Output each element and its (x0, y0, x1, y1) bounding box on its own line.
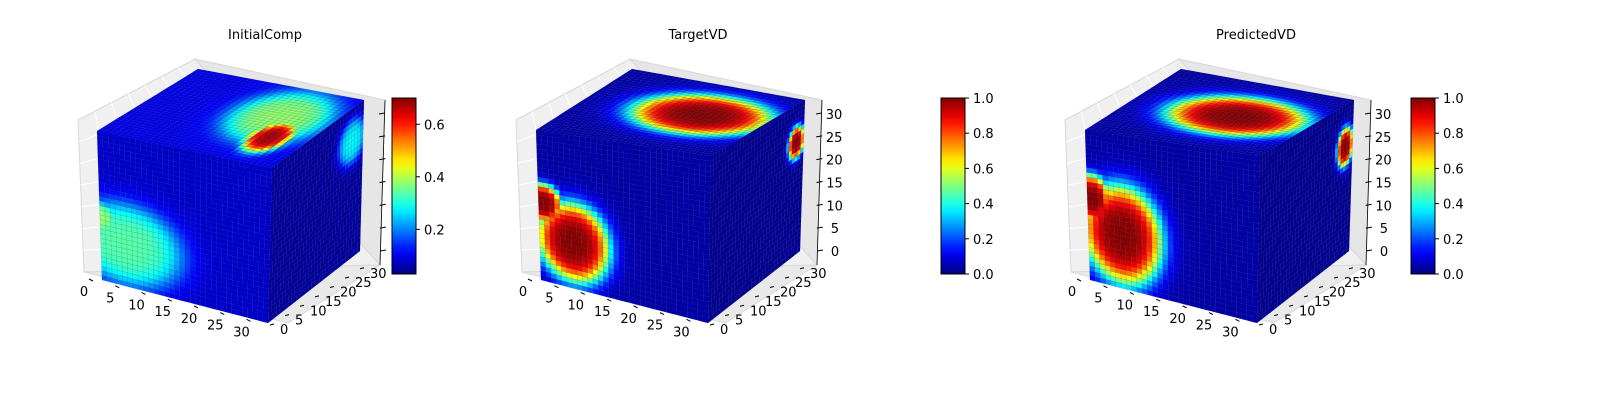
panel-title-initialcomp: InitialComp (228, 28, 302, 43)
y-tick-label: 20 (780, 286, 797, 301)
colorbar-gradient-predictedvd (1410, 97, 1436, 275)
z-tick-label: 25 (826, 131, 843, 146)
colorbar-tick-label: 0.8 (1443, 127, 1464, 142)
z-tick-label: 0 (1380, 245, 1388, 260)
colorbar-predictedvd: 0.0 0.2 0.4 0.6 0.8 1.0 (1410, 92, 1464, 283)
colorbar-tick-label: 1.0 (1443, 92, 1464, 107)
panel-title-predictedvd: PredictedVD (1216, 28, 1296, 43)
x-tick-label: 0 (80, 285, 88, 300)
colorbar-tick-label: 0.6 (973, 162, 994, 177)
x-tick-label: 25 (207, 319, 224, 334)
z-tick-label: 10 (1375, 199, 1392, 214)
x-tick-label: 30 (673, 325, 690, 340)
y-tick-label: 15 (765, 295, 782, 310)
colorbar-tick-label: 0.4 (973, 198, 994, 213)
colorbar-tick-label: 0.4 (1443, 198, 1464, 213)
y-tick-label: 20 (340, 286, 357, 301)
x-tick-label: 30 (1222, 325, 1239, 340)
colorbar-tick-label: 0.0 (973, 268, 994, 283)
y-tick-label: 25 (1344, 276, 1361, 291)
x-tick-label: 15 (594, 305, 611, 320)
x-tick-label: 20 (181, 312, 198, 327)
front-face (535, 129, 712, 324)
y-tick-label: 15 (1314, 295, 1331, 310)
x-tick-label: 10 (1117, 298, 1134, 313)
z-tick-label: 25 (1375, 131, 1392, 146)
z-tick-label: 5 (831, 222, 839, 237)
colorbar-gradient-initialcomp (391, 97, 417, 275)
x-tick-label: 5 (545, 292, 553, 307)
x-tick-label: 15 (154, 305, 171, 320)
x-tick-label: 30 (233, 325, 250, 340)
y-tick-label: 0 (720, 323, 728, 338)
x-tick-label: 25 (647, 319, 664, 334)
y-tick-label: 10 (750, 304, 767, 319)
y-tick-label: 0 (1269, 323, 1277, 338)
x-tick-label: 5 (106, 292, 114, 307)
top-face (1084, 68, 1355, 157)
panel-title-targetvd: TargetVD (667, 28, 727, 43)
z-tick-label: 15 (826, 177, 843, 192)
y-tick-label: 25 (355, 276, 372, 291)
colorbar-tick-label: 0.2 (1443, 233, 1464, 248)
front-face (96, 130, 273, 324)
right-face (267, 99, 365, 324)
z-tick-label: 20 (1375, 154, 1392, 169)
y-tick-label: 5 (735, 314, 743, 329)
colorbar-tick-label: 0.2 (973, 233, 994, 248)
y-tick-label: 5 (295, 314, 303, 329)
x-tick-label: 20 (1169, 312, 1186, 327)
right-face (1256, 99, 1355, 324)
z-tick-label: 10 (826, 199, 843, 214)
z-tick-label: 30 (826, 108, 843, 123)
colorbar-tick-label: 0.6 (424, 118, 445, 133)
z-tick-label: 20 (826, 154, 843, 169)
colorbar-tick-label: 0.6 (1443, 162, 1464, 177)
y-tick-label: 30 (1359, 267, 1376, 282)
y-tick-label: 25 (795, 276, 812, 291)
z-tick-label: 5 (1380, 222, 1388, 237)
colorbar-targetvd: 0.0 0.2 0.4 0.6 0.8 1.0 (940, 92, 994, 283)
x-tick-label: 10 (568, 298, 585, 313)
panel-predictedvd: PredictedVD 0 5 10 15 20 25 30 0510152025300510… (1064, 28, 1464, 340)
y-tick-label: 10 (310, 304, 327, 319)
x-tick-label: 15 (1143, 305, 1160, 320)
panel-targetvd: TargetVD 0 5 10 15 20 25 30 0510152025300510152… (515, 28, 994, 340)
x-tick-label: 5 (1094, 292, 1102, 307)
y-tick-label: 30 (810, 267, 827, 282)
colorbar-tick-label: 0.8 (973, 127, 994, 142)
colorbar-initialcomp: 0.2 0.4 0.6 (391, 97, 445, 275)
y-tick-label: 20 (1329, 286, 1346, 301)
y-tick-label: 15 (325, 295, 342, 310)
z-tick-label: 30 (1375, 108, 1392, 123)
x-tick-label: 20 (620, 312, 637, 327)
colorbar-gradient-targetvd (940, 97, 966, 275)
y-tick-label: 30 (370, 267, 387, 282)
y-tick-label: 5 (1284, 314, 1292, 329)
top-face (96, 68, 365, 169)
colorbar-tick-label: 0.0 (1443, 268, 1464, 283)
z-tick-label: 0 (831, 245, 839, 260)
colorbar-tick-label: 0.2 (424, 223, 445, 238)
x-tick-label: 25 (1196, 319, 1213, 334)
top-face (535, 68, 806, 157)
x-tick-label: 0 (519, 285, 527, 300)
colorbar-tick-label: 1.0 (973, 92, 994, 107)
y-tick-label: 10 (1299, 304, 1316, 319)
x-tick-label: 0 (1068, 285, 1076, 300)
colorbar-tick-label: 0.4 (424, 171, 445, 186)
y-tick-label: 0 (280, 323, 288, 338)
z-tick-label: 15 (1375, 177, 1392, 192)
x-tick-label: 10 (128, 298, 145, 313)
front-face (1084, 129, 1261, 324)
